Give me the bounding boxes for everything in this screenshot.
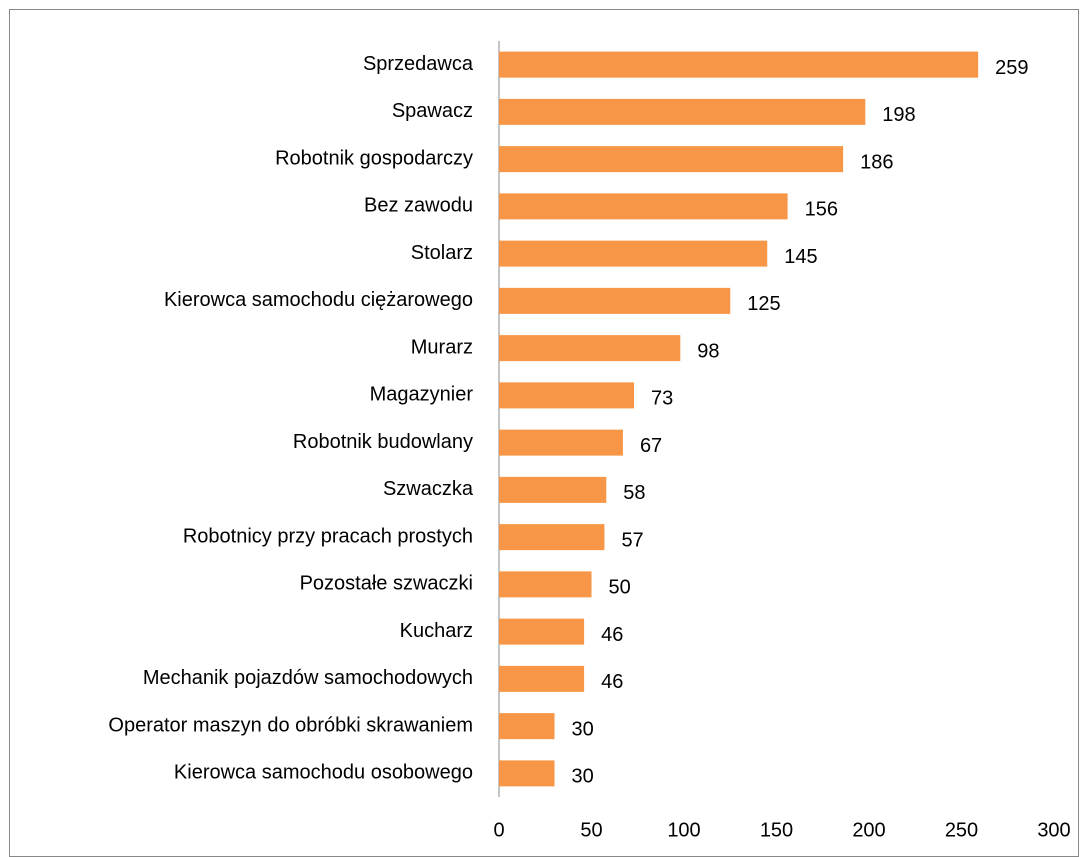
data-label: 198 (882, 104, 915, 126)
bar (499, 51, 979, 78)
data-label: 186 (860, 151, 893, 173)
y-tick-label: Spawacz (392, 100, 473, 122)
data-label: 58 (623, 482, 645, 504)
x-tick-label: 150 (760, 819, 793, 841)
data-label: 156 (805, 199, 838, 221)
y-tick-label: Kierowca samochodu osobowego (174, 762, 473, 784)
data-label: 50 (609, 577, 631, 599)
bar (499, 98, 866, 125)
bar (499, 524, 605, 551)
data-label: 98 (697, 340, 719, 362)
bar (499, 146, 844, 173)
data-label: 67 (640, 435, 662, 457)
x-tick-label: 250 (945, 819, 978, 841)
data-label: 46 (601, 671, 623, 693)
bar (499, 760, 555, 787)
bar (499, 193, 788, 220)
data-label: 46 (601, 624, 623, 646)
data-label: 259 (995, 57, 1028, 79)
bar (499, 665, 585, 692)
y-tick-label: Szwaczka (383, 478, 474, 500)
bar (499, 240, 768, 267)
y-tick-label: Murarz (411, 336, 473, 358)
y-tick-label: Magazynier (370, 384, 474, 406)
bar (499, 429, 623, 456)
data-label: 30 (572, 766, 594, 788)
x-tick-label: 100 (667, 819, 700, 841)
bar (499, 571, 592, 598)
y-tick-label: Kierowca samochodu ciężarowego (164, 289, 473, 311)
y-tick-label: Operator maszyn do obróbki skrawaniem (108, 714, 473, 736)
bar (499, 713, 555, 740)
y-tick-label: Kucharz (400, 620, 473, 642)
y-tick-label: Mechanik pojazdów samochodowych (143, 667, 473, 689)
y-tick-label: Robotnik gospodarczy (275, 147, 473, 169)
y-tick-label: Sprzedawca (363, 53, 474, 75)
bar (499, 335, 681, 362)
y-tick-label: Pozostałe szwaczki (300, 573, 473, 595)
bar (499, 618, 585, 645)
bar (499, 476, 607, 503)
data-label: 73 (651, 388, 673, 410)
bar (499, 382, 635, 409)
x-tick-label: 0 (493, 819, 504, 841)
data-label: 30 (572, 718, 594, 740)
y-tick-label: Robotnicy przy pracach prostych (183, 525, 473, 547)
data-label: 57 (621, 529, 643, 551)
x-tick-label: 300 (1037, 819, 1070, 841)
y-tick-label: Robotnik budowlany (293, 431, 473, 453)
y-tick-label: Bez zawodu (364, 195, 473, 217)
x-tick-label: 50 (580, 819, 602, 841)
data-label: 125 (747, 293, 780, 315)
y-tick-label: Stolarz (411, 242, 473, 264)
x-tick-label: 200 (852, 819, 885, 841)
data-label: 145 (784, 246, 817, 268)
bar (499, 287, 731, 314)
